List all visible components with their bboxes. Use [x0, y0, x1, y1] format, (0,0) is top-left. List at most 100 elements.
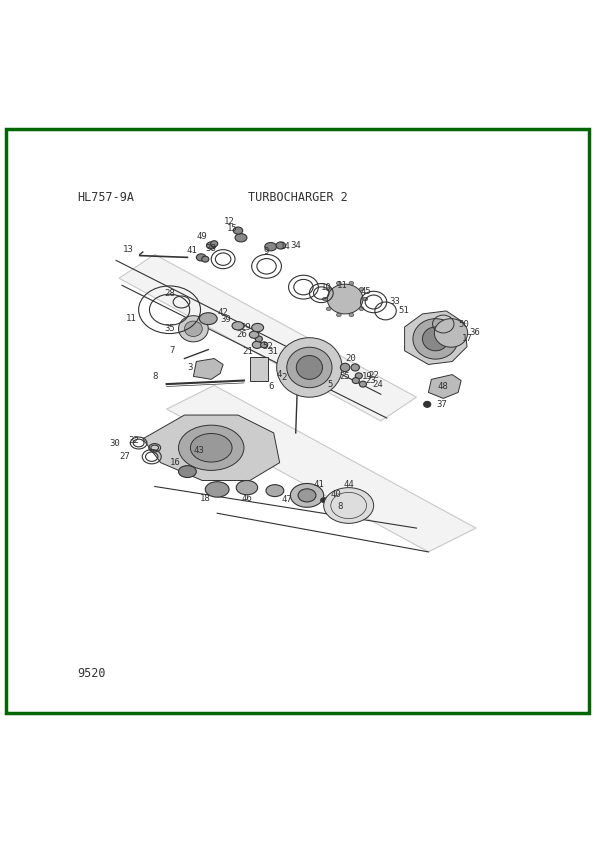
Ellipse shape	[266, 485, 284, 497]
Ellipse shape	[289, 377, 295, 381]
Text: 36: 36	[469, 328, 480, 338]
Ellipse shape	[205, 482, 229, 497]
Text: 4: 4	[277, 370, 283, 379]
Text: 33: 33	[389, 297, 400, 306]
Ellipse shape	[178, 316, 208, 342]
Text: 20: 20	[346, 354, 356, 363]
Text: 9520: 9520	[77, 668, 106, 680]
Ellipse shape	[359, 381, 367, 387]
Text: 7: 7	[170, 346, 176, 355]
Text: 24: 24	[372, 380, 383, 389]
Text: 11: 11	[126, 314, 136, 323]
Text: 6: 6	[268, 382, 274, 391]
Text: 39: 39	[221, 316, 231, 324]
Ellipse shape	[359, 307, 364, 311]
Ellipse shape	[349, 313, 354, 317]
Text: 8: 8	[337, 502, 343, 511]
Text: 22: 22	[368, 371, 379, 381]
Polygon shape	[143, 415, 280, 481]
Ellipse shape	[359, 287, 364, 291]
Text: 42: 42	[218, 308, 228, 317]
Ellipse shape	[349, 281, 354, 285]
Text: 8: 8	[152, 372, 158, 381]
Ellipse shape	[290, 483, 324, 507]
Ellipse shape	[206, 242, 216, 249]
Ellipse shape	[422, 327, 449, 351]
Ellipse shape	[235, 233, 247, 242]
Ellipse shape	[355, 373, 362, 379]
Ellipse shape	[178, 466, 196, 477]
Ellipse shape	[322, 297, 327, 301]
Text: 27: 27	[120, 452, 130, 461]
Ellipse shape	[184, 321, 202, 337]
Text: 31: 31	[268, 348, 278, 356]
Ellipse shape	[287, 347, 332, 387]
Text: 52: 52	[262, 342, 273, 350]
Ellipse shape	[298, 489, 316, 502]
Text: 29: 29	[240, 323, 251, 332]
Ellipse shape	[252, 323, 264, 332]
Text: 13: 13	[123, 245, 133, 254]
Text: 32: 32	[129, 436, 139, 445]
Text: 47: 47	[281, 495, 292, 504]
Text: 23: 23	[365, 376, 376, 385]
Text: 49: 49	[197, 232, 208, 241]
Text: 21: 21	[243, 348, 253, 356]
Text: 26: 26	[237, 330, 248, 339]
Ellipse shape	[178, 425, 244, 471]
Text: 12: 12	[224, 217, 234, 226]
Text: 10: 10	[321, 283, 331, 291]
Ellipse shape	[434, 318, 468, 347]
Text: 43: 43	[194, 446, 205, 456]
Text: 44: 44	[343, 480, 354, 489]
Text: 46: 46	[242, 494, 252, 503]
Text: 51: 51	[398, 306, 409, 316]
Ellipse shape	[249, 331, 259, 338]
FancyBboxPatch shape	[250, 357, 268, 381]
Ellipse shape	[413, 318, 458, 360]
Text: 41: 41	[187, 246, 198, 255]
Ellipse shape	[326, 307, 331, 311]
Ellipse shape	[199, 312, 217, 325]
Polygon shape	[193, 359, 223, 380]
Ellipse shape	[277, 338, 342, 397]
Text: 17: 17	[462, 334, 472, 344]
Polygon shape	[119, 254, 416, 421]
Ellipse shape	[329, 499, 334, 503]
Ellipse shape	[424, 402, 431, 408]
Text: 9: 9	[264, 247, 270, 256]
Text: 11: 11	[337, 281, 347, 290]
Text: 18: 18	[200, 494, 211, 503]
Text: 38: 38	[206, 244, 217, 253]
Text: 40: 40	[331, 490, 342, 498]
Text: 2: 2	[281, 373, 287, 382]
Text: 37: 37	[437, 400, 447, 409]
Text: 41: 41	[314, 480, 324, 489]
Text: TURBOCHARGER 2: TURBOCHARGER 2	[248, 191, 347, 205]
Ellipse shape	[232, 322, 244, 330]
Text: 50: 50	[459, 319, 469, 328]
Text: 28: 28	[164, 289, 175, 297]
Polygon shape	[405, 311, 467, 365]
Text: 5: 5	[327, 381, 333, 389]
Ellipse shape	[321, 498, 328, 503]
Ellipse shape	[327, 284, 363, 314]
Ellipse shape	[202, 256, 209, 262]
Text: 19: 19	[362, 372, 372, 381]
Text: 15: 15	[227, 224, 237, 233]
Ellipse shape	[324, 488, 374, 524]
Text: 16: 16	[170, 458, 181, 467]
Ellipse shape	[236, 481, 258, 495]
Text: 48: 48	[438, 382, 449, 391]
Ellipse shape	[190, 434, 232, 462]
Text: 3: 3	[187, 363, 193, 372]
Ellipse shape	[336, 281, 341, 285]
Text: 35: 35	[164, 324, 175, 333]
Text: HL757-9A: HL757-9A	[77, 191, 134, 205]
Ellipse shape	[296, 355, 322, 380]
Ellipse shape	[261, 342, 268, 348]
Text: 34: 34	[290, 241, 301, 250]
Polygon shape	[167, 386, 476, 552]
Ellipse shape	[351, 364, 359, 371]
Text: 14: 14	[280, 242, 291, 251]
